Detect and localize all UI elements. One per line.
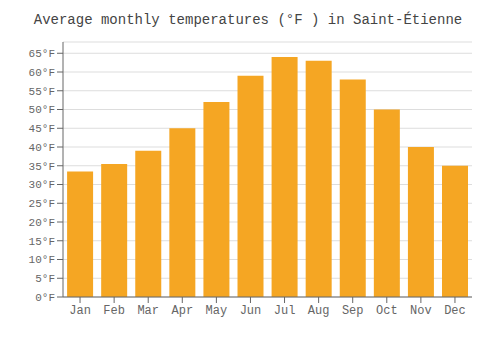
svg-text:45°F: 45°F [29,123,55,135]
svg-text:30°F: 30°F [29,179,55,191]
svg-text:Apr: Apr [171,304,193,318]
svg-text:Aug: Aug [308,304,330,318]
svg-text:60°F: 60°F [29,67,55,79]
svg-text:55°F: 55°F [29,86,55,98]
svg-text:15°F: 15°F [29,236,55,248]
svg-text:50°F: 50°F [29,104,55,116]
svg-text:Nov: Nov [410,304,432,318]
svg-text:Mar: Mar [137,304,159,318]
svg-text:Dec: Dec [444,304,466,318]
svg-text:10°F: 10°F [29,254,55,266]
svg-text:May: May [206,304,228,318]
svg-text:25°F: 25°F [29,198,55,210]
svg-text:20°F: 20°F [29,217,55,229]
svg-text:65°F: 65°F [29,48,55,60]
svg-text:Feb: Feb [103,304,125,318]
svg-text:35°F: 35°F [29,161,55,173]
html-text:Average monthly temperatures (: Average monthly temperatures (°F ) in Sa… [33,12,463,28]
svg-text:Jun: Jun [240,304,262,318]
svg-text:Jul: Jul [274,304,296,318]
svg-text:Sep: Sep [342,304,364,318]
svg-text:0°F: 0°F [35,292,55,304]
svg-text:40°F: 40°F [29,142,55,154]
svg-text:5°F: 5°F [35,273,55,285]
svg-text:Oct: Oct [376,304,398,318]
svg-text:Jan: Jan [69,304,91,318]
